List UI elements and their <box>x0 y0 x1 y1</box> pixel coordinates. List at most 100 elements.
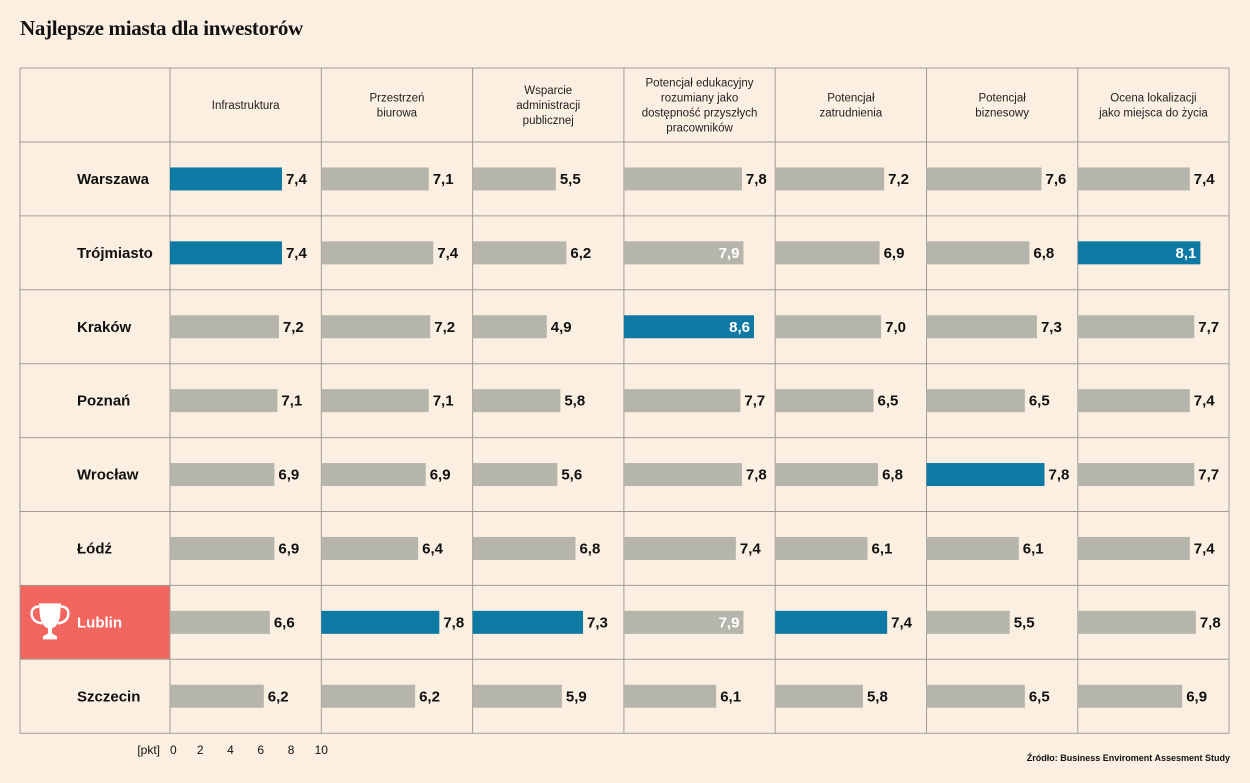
bar <box>1077 315 1195 339</box>
city-label: Poznań <box>77 393 130 410</box>
bar <box>1077 610 1196 634</box>
column-header-line: jako miejsca do życia <box>1098 108 1208 120</box>
column-header-line: Potencjał <box>978 93 1026 105</box>
bar <box>321 167 429 191</box>
unit-label: [pkt] <box>137 743 160 757</box>
data-label: 7,4 <box>437 245 459 262</box>
bar <box>1077 684 1183 708</box>
data-label: 7,1 <box>433 171 454 188</box>
bar <box>623 463 742 487</box>
data-label: 7,6 <box>1045 171 1066 188</box>
bar <box>170 684 264 708</box>
column-header-line: biurowa <box>377 108 418 120</box>
column-header: Potencjał zatrudnienia <box>820 93 883 120</box>
bar <box>775 684 863 708</box>
data-label: 7,8 <box>746 171 767 188</box>
data-label: 7,4 <box>891 614 913 631</box>
bar <box>623 684 717 708</box>
trophy-handle-left <box>30 605 43 625</box>
data-label: 7,9 <box>719 614 740 631</box>
data-label: 6,9 <box>278 540 299 557</box>
column-header: Infrastruktura <box>212 100 280 112</box>
data-label: 5,8 <box>867 688 888 705</box>
bar <box>623 610 744 634</box>
data-label: 6,9 <box>278 467 299 484</box>
bar <box>170 241 282 265</box>
data-label: 6,2 <box>268 688 289 705</box>
data-label: 7,4 <box>286 245 308 262</box>
x-tick-label: 2 <box>197 743 204 757</box>
bar <box>1077 389 1190 413</box>
city-label: Łódź <box>77 540 112 557</box>
bar <box>775 389 874 413</box>
bar <box>1077 241 1201 265</box>
bar <box>321 684 416 708</box>
data-label: 7,9 <box>719 245 740 262</box>
data-label: 6,8 <box>882 467 903 484</box>
bar <box>926 610 1010 634</box>
x-axis: [pkt] 0 2 4 6 8 10 <box>137 743 328 757</box>
city-labels: Warszawa Trójmiasto Kraków Poznań Wrocław Łód… <box>77 171 153 705</box>
bar <box>170 610 270 634</box>
data-label: 7,3 <box>1041 319 1062 336</box>
column-header-line: rozumiany jako <box>661 93 738 105</box>
data-label: 7,2 <box>283 319 304 336</box>
column-header-line: Ocena lokalizacji <box>1110 93 1196 105</box>
bar <box>321 536 419 560</box>
data-label: 8,6 <box>729 319 750 336</box>
data-label: 6,9 <box>430 467 451 484</box>
data-label: 7,1 <box>281 393 302 410</box>
data-label: 6,8 <box>1033 245 1054 262</box>
data-label: 6,2 <box>570 245 591 262</box>
bar <box>775 610 888 634</box>
column-header: Potencjał edukacyjny rozumiany jako dostęp… <box>642 78 758 135</box>
data-label: 7,4 <box>286 171 308 188</box>
bar <box>472 167 556 191</box>
bar <box>472 241 567 265</box>
data-label: 6,5 <box>1029 688 1050 705</box>
data-label: 7,7 <box>1198 319 1219 336</box>
bar <box>926 463 1045 487</box>
bar <box>170 315 279 339</box>
x-tick-label: 4 <box>227 743 234 757</box>
bar <box>926 241 1030 265</box>
data-label: 5,6 <box>561 467 582 484</box>
column-header-line: administracji <box>516 100 580 112</box>
trophy-cup <box>39 603 61 640</box>
data-label: 6,1 <box>1023 540 1044 557</box>
data-label: 8,1 <box>1175 245 1196 262</box>
column-header: Wsparcie administracji publicznej <box>516 85 580 127</box>
bar <box>321 389 429 413</box>
data-label: 6,8 <box>579 540 600 557</box>
bar <box>775 241 880 265</box>
column-header-line: publicznej <box>523 115 574 127</box>
bar <box>170 463 275 487</box>
data-label: 7,2 <box>888 171 909 188</box>
data-label: 7,4 <box>1194 171 1216 188</box>
bar <box>1077 167 1190 191</box>
column-header-line: pracowników <box>666 123 733 135</box>
city-label: Warszawa <box>77 171 150 188</box>
data-label: 7,8 <box>443 614 464 631</box>
bar <box>1077 536 1190 560</box>
bar <box>623 315 755 339</box>
data-label: 7,1 <box>433 393 454 410</box>
bar <box>472 536 576 560</box>
bar <box>926 389 1025 413</box>
column-header-line: Przestrzeń <box>369 93 424 105</box>
column-header-line: dostępność przyszłych <box>642 108 758 120</box>
data-label: 7,8 <box>1049 467 1070 484</box>
data-label: 5,8 <box>564 393 585 410</box>
city-label: Lublin <box>77 614 122 631</box>
bar <box>472 463 558 487</box>
data-label: 7,4 <box>1194 393 1216 410</box>
data-label: 4,9 <box>551 319 572 336</box>
data-label: 7,4 <box>740 540 762 557</box>
data-label: 6,1 <box>871 540 892 557</box>
bar <box>623 241 744 265</box>
bar <box>321 463 426 487</box>
chart-title: Najlepsze miasta dla inwestorów <box>20 16 303 40</box>
column-header-line: biznesowy <box>975 108 1029 120</box>
data-label: 7,4 <box>1194 540 1216 557</box>
